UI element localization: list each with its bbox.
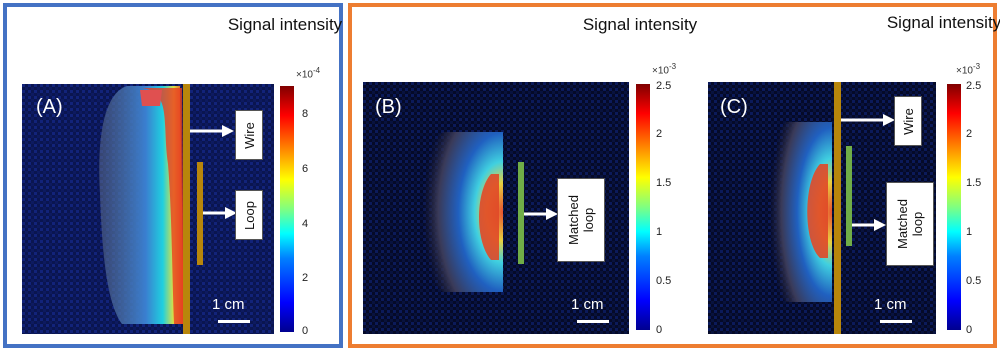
panel-b-colorbar	[636, 84, 650, 330]
panel-a-colorbar-title: Signal intensity	[227, 15, 343, 34]
panel-b-scale-bar	[577, 320, 609, 323]
panel-c-multiplier: ×10-3	[956, 62, 981, 77]
panel-bc-frame	[348, 3, 997, 348]
panel-a-scale-bar	[218, 320, 250, 323]
panel-c-wire-label: Wire	[894, 96, 922, 146]
panel-b-tick: 2	[656, 128, 663, 140]
panel-a-colorbar	[280, 86, 294, 332]
panel-c-label: (C)	[720, 96, 748, 118]
panel-b-multiplier: ×10-3	[652, 62, 677, 77]
panel-a-tick: 6	[302, 163, 309, 175]
panel-c-tick: 1.5	[966, 177, 982, 189]
panel-a-loop-arrow	[203, 207, 237, 219]
panel-c-loop-arrow	[852, 219, 886, 231]
panel-c-scale-bar	[880, 320, 912, 323]
panel-b-tick: 0.5	[656, 275, 672, 287]
panel-c-wire	[834, 82, 841, 334]
panel-a-loop	[197, 162, 203, 265]
panel-a-wire	[183, 84, 190, 334]
panel-a-tick: 4	[302, 218, 309, 230]
panel-a-tick: 0	[302, 325, 309, 337]
panel-b-tick: 1	[656, 226, 663, 238]
panel-b-tick: 1.5	[656, 177, 672, 189]
panel-a-label: (A)	[36, 96, 63, 118]
panel-a-scale-label: 1 cm	[212, 296, 245, 313]
panel-b-loop-arrow	[524, 208, 558, 220]
panel-c-loop-label: Matched loop	[886, 182, 934, 266]
panel-c-tick: 2.5	[966, 80, 982, 92]
panel-b-image: (B) 1 cm	[363, 82, 629, 334]
panel-b-scale-label: 1 cm	[571, 296, 604, 313]
panel-a-multiplier: ×10-4	[296, 66, 321, 81]
panel-b-tick: 2.5	[656, 80, 672, 92]
panel-c-tick: 1	[966, 226, 973, 238]
panel-c-scale-label: 1 cm	[874, 296, 907, 313]
panel-a-image: (A) 1 cm	[22, 84, 274, 334]
panel-a-wire-arrow	[190, 125, 234, 137]
panel-c-tick: 2	[966, 128, 973, 140]
panel-c-colorbar-title: Signal intensity	[886, 13, 1000, 32]
panel-c-tick: 0	[966, 324, 973, 336]
panel-a-tick: 2	[302, 272, 309, 284]
panel-c-matched-loop	[846, 146, 852, 246]
panel-a-wire-label: Wire	[235, 110, 263, 160]
panel-a-frame	[3, 3, 343, 348]
panel-c-tick: 0.5	[966, 275, 982, 287]
panel-a-heatmap	[22, 84, 274, 334]
panel-b-colorbar-title: Signal intensity	[582, 15, 698, 34]
panel-b-label: (B)	[375, 96, 402, 118]
panel-b-tick: 0	[656, 324, 663, 336]
panel-a-tick: 8	[302, 108, 309, 120]
panel-c-colorbar	[947, 84, 961, 330]
panel-b-loop-label: Matched loop	[557, 178, 605, 262]
panel-a-loop-label: Loop	[235, 190, 263, 240]
panel-b-matched-loop	[518, 162, 524, 264]
panel-c-wire-arrow	[841, 114, 895, 126]
